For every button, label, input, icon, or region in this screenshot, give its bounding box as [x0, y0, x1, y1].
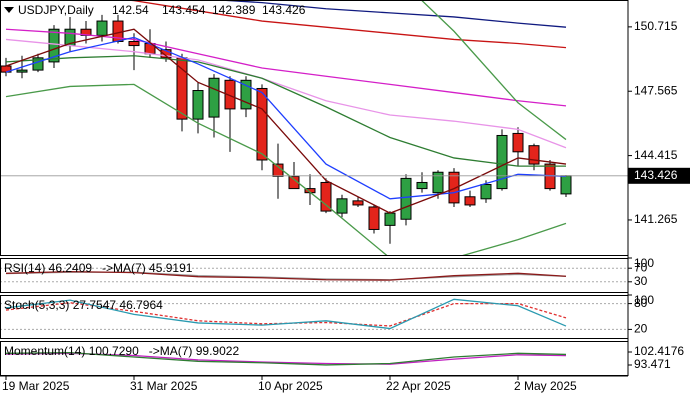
current-price-label: 143.426 [634, 168, 678, 182]
candle-body [160, 49, 172, 59]
moving-average [210, 0, 567, 28]
y-tick-label: 20 [634, 322, 648, 336]
candle-body [288, 175, 300, 190]
plot-area [0, 0, 572, 255]
x-tick-label: 10 Apr 2025 [258, 379, 323, 393]
y-tick-label: 100 [634, 293, 654, 307]
indicator-line [5, 270, 567, 281]
ohlc-value: 143.454 [162, 3, 206, 17]
candle-body [16, 69, 28, 73]
current-price-box [628, 167, 690, 184]
plot-area [5, 351, 567, 366]
moving-average [5, 36, 567, 200]
moving-average [5, 28, 567, 214]
indicator-line [5, 351, 567, 366]
candle-body [528, 145, 540, 165]
candle-body [384, 212, 396, 226]
candle-body [96, 20, 108, 36]
moving-average [120, 0, 567, 49]
candle-body [256, 87, 268, 161]
candle-body [352, 200, 364, 206]
candle-body [480, 184, 492, 200]
indicator-title: Momentum(14) 100.7290 ->MA(7) 99.9022 [4, 344, 239, 358]
y-tick-label: 100 [634, 256, 654, 270]
ohlc-value: 142.54 [112, 3, 149, 17]
candle-body [176, 57, 188, 120]
moving-average [5, 83, 567, 255]
indicator-title: RSI(14) 46.2409 ->MA(7) 45.9191 [4, 261, 193, 275]
ohlc-value: 143.426 [262, 3, 306, 17]
candle-body [224, 79, 236, 110]
moving-average [5, 55, 566, 167]
candle-body [512, 132, 524, 153]
ohlc-value: 142.389 [212, 3, 256, 17]
candle-body [560, 175, 572, 195]
y-tick-label: 93.471 [634, 357, 671, 371]
indicator-title: Stoch(5,3,3) 27.7547 46.7964 [4, 298, 163, 312]
candle-body [368, 206, 380, 230]
candle-body [448, 171, 460, 204]
y-tick-label: 141.265 [634, 212, 678, 226]
candle-body [192, 90, 204, 120]
y-tick-label: 102.4176 [634, 344, 684, 358]
candle-body [240, 79, 252, 110]
candle-body [400, 177, 412, 220]
candle-body [208, 77, 220, 118]
candle-body [320, 181, 332, 212]
title-marker [4, 7, 14, 13]
plot-area [0, 258, 628, 283]
y-tick-label: 147.565 [634, 83, 678, 97]
y-tick-label: 150.715 [634, 19, 678, 33]
moving-average [5, 38, 567, 149]
y-tick-label: 70 [634, 260, 648, 274]
x-tick-label: 31 Mar 2025 [130, 379, 198, 393]
candle-body [432, 171, 444, 194]
candle-body [416, 181, 428, 190]
plot-area [0, 295, 628, 330]
y-tick-label: 30 [634, 274, 648, 288]
y-tick-label: 144.415 [634, 148, 678, 162]
moving-average [420, 0, 567, 141]
chart-title: USDJPY,Daily [18, 3, 94, 17]
x-tick-label: 2 May 2025 [514, 379, 577, 393]
y-tick-label: 80 [634, 296, 648, 310]
candle-body [496, 134, 508, 190]
candle-body [464, 196, 476, 206]
x-tick-label: 22 Apr 2025 [386, 379, 451, 393]
x-tick-label: 19 Mar 2025 [2, 379, 70, 393]
candle-body [128, 40, 140, 47]
candle-body [48, 28, 60, 63]
indicator-line [5, 298, 567, 330]
candle-body [336, 198, 348, 214]
